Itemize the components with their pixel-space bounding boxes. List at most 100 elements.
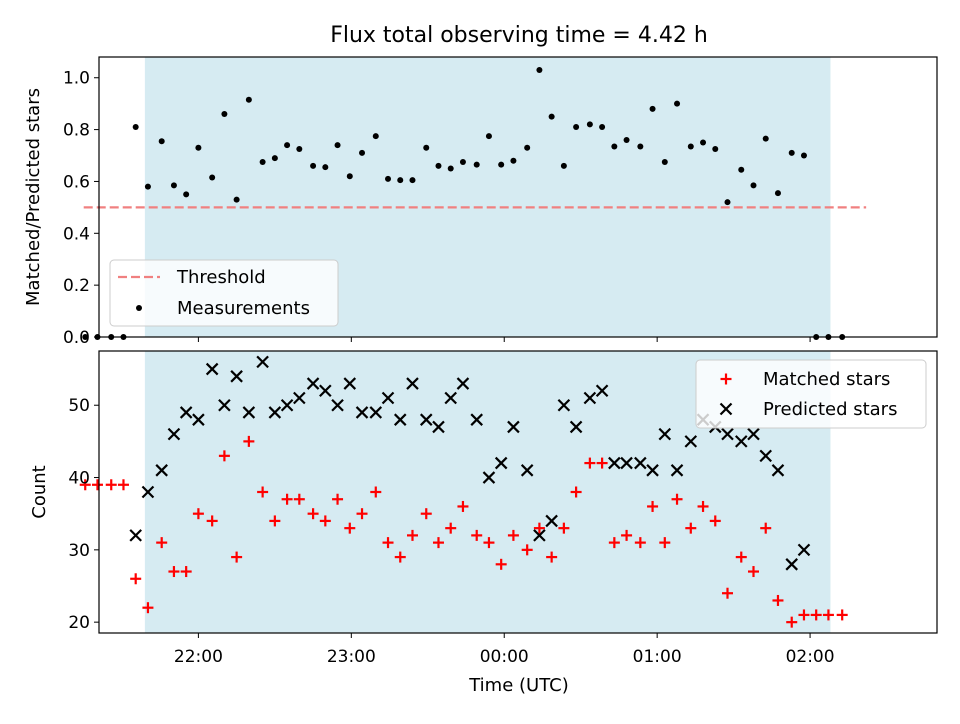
matched-star-point (584, 457, 596, 469)
measurement-point (510, 157, 517, 164)
measurement-point (724, 199, 731, 206)
legend-threshold-label: Threshold (176, 267, 266, 288)
legend-measurements-label: Measurements (177, 298, 310, 319)
x-tick-label: 23:00 (327, 647, 376, 667)
predicted-star-point (569, 420, 583, 434)
predicted-star-point (646, 464, 659, 477)
top-y-tick-label: 0.4 (63, 224, 90, 244)
matched-star-point (206, 515, 218, 527)
predicted-star-point (306, 377, 320, 390)
measurement-point (524, 144, 531, 151)
measurement-point (372, 133, 379, 140)
matched-star-point (445, 522, 457, 534)
predicted-star-point (658, 427, 672, 441)
predicted-star-point (242, 406, 256, 419)
measurement-point (536, 66, 543, 73)
predicted-star-point (192, 413, 205, 426)
matched-star-point (596, 457, 608, 469)
bottom-panel: 20 30 40 50 22:00 23:00 00:00 01:00 02:00 Count… (29, 350, 938, 696)
measurement-point (158, 138, 165, 145)
matched-star-point (798, 609, 810, 621)
top-y-tick-label: 1.0 (63, 69, 90, 89)
predicted-star-point (141, 485, 155, 499)
measurement-point (788, 149, 795, 156)
matched-star-point (420, 508, 432, 520)
matched-star-point (558, 522, 570, 534)
measurement-point (170, 182, 177, 189)
bottom-y-tick-label: 30 (68, 541, 90, 561)
legend-predicted-swatch (719, 402, 733, 416)
predicted-star-point (595, 384, 609, 398)
measurement-point (485, 133, 492, 140)
predicted-star-point (268, 406, 282, 419)
matched-star-point (192, 508, 204, 520)
top-legend-box (109, 259, 339, 327)
predicted-star-point (280, 398, 294, 412)
predicted-star-point (482, 471, 496, 484)
matched-star-point (180, 566, 192, 578)
measurement-point (409, 177, 416, 184)
matched-star-point (810, 609, 822, 621)
matched-star-point (293, 493, 305, 505)
predicted-star-point (533, 529, 546, 542)
predicted-star-point (319, 384, 332, 398)
predicted-star-point (747, 427, 760, 441)
x-axis: 22:00 23:00 00:00 01:00 02:00 (174, 633, 835, 667)
matched-star-point (822, 609, 834, 621)
measurement-point (245, 96, 252, 103)
matched-star-point (382, 537, 394, 549)
predicted-star-point (620, 456, 633, 470)
matched-star-point (634, 537, 646, 549)
matched-star-point (533, 522, 545, 534)
predicted-star-point (470, 413, 483, 426)
matched-star-point (432, 537, 444, 549)
matched-star-point (760, 522, 772, 534)
top-y-tick-label: 0.6 (63, 172, 90, 192)
matched-star-point (117, 479, 129, 491)
predicted-star-point (355, 406, 369, 419)
predicted-star-point (230, 370, 243, 383)
bottom-axes-frame (98, 350, 938, 634)
matched-star-point (647, 500, 659, 512)
x-tick-label: 22:00 (174, 647, 223, 667)
matched-star-point (307, 508, 319, 520)
matched-star-point (709, 515, 721, 527)
legend-matched-label: Matched stars (763, 369, 890, 390)
predicted-star-point (734, 435, 748, 448)
predicted-star-point (583, 391, 597, 405)
matched-star-point (608, 537, 620, 549)
predicted-star-point (507, 420, 520, 434)
measurement-point (687, 143, 694, 150)
legend-measurements-swatch (136, 305, 142, 311)
predicted-star-point (444, 391, 457, 405)
measurement-point (284, 142, 291, 149)
matched-star-point (332, 493, 344, 505)
measurement-point (700, 139, 707, 146)
predicted-star-point (771, 464, 785, 477)
top-x-ticks (197, 337, 811, 342)
measurement-point (82, 334, 89, 340)
matched-star-point (168, 566, 180, 578)
legend-predicted-marker (719, 402, 733, 416)
matched-star-point (269, 515, 281, 527)
matched-star-point (507, 529, 519, 541)
predicted-star-point (759, 449, 773, 463)
predicted-star-point (167, 427, 181, 441)
predicted-star-point (797, 543, 811, 557)
top-y-axis-label: Matched/Predicted stars (23, 88, 44, 306)
matched-star-point (319, 515, 331, 527)
matched-star-point (735, 551, 747, 563)
matched-star-point (546, 551, 558, 563)
predicted-star-point (155, 464, 168, 477)
measurement-point (548, 113, 555, 120)
bottom-y-tick-label: 40 (68, 469, 90, 489)
matched-star-point (406, 529, 418, 541)
measurement-point (498, 161, 505, 168)
x-tick-label: 02:00 (786, 647, 835, 667)
predicted-star-point (129, 529, 142, 542)
measurement-point (310, 162, 317, 169)
top-legend: Threshold Measurements (109, 259, 339, 327)
x-axis-label: Time (UTC) (468, 675, 569, 696)
measurement-point (435, 162, 442, 169)
top-panel: 0.0 0.2 0.4 0.6 0.8 1.0 Matched/Predicted sta… (23, 56, 938, 348)
